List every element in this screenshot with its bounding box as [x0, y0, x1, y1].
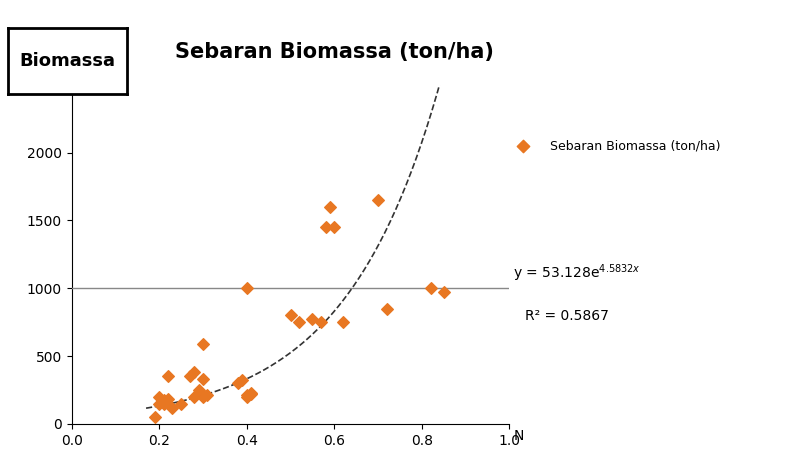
Point [328, 223, 341, 231]
Point [245, 390, 258, 398]
Point [188, 393, 201, 400]
Point [323, 203, 337, 211]
Point [424, 284, 437, 292]
Text: Biomassa: Biomassa [20, 52, 115, 70]
Point [197, 340, 209, 348]
Point [293, 318, 306, 326]
Point [232, 380, 244, 387]
Point [314, 318, 328, 326]
Point [192, 386, 205, 394]
Point [372, 196, 384, 204]
Text: Sebaran Biomassa (ton/ha): Sebaran Biomassa (ton/ha) [550, 139, 720, 153]
Point [197, 393, 209, 400]
Point [166, 404, 178, 411]
Point [197, 375, 209, 383]
Point [158, 400, 170, 407]
Point [284, 312, 297, 319]
Point [380, 305, 393, 312]
Point [183, 373, 197, 380]
Text: R² = 0.5867: R² = 0.5867 [525, 309, 609, 323]
Text: Sebaran Biomassa (ton/ha): Sebaran Biomassa (ton/ha) [175, 42, 494, 62]
Point [175, 400, 188, 407]
Point [240, 393, 253, 400]
Point [162, 373, 174, 380]
Point [240, 284, 253, 292]
Point [158, 397, 170, 404]
Point [188, 369, 201, 376]
Text: N: N [513, 429, 524, 443]
Text: y = 53.128e$^{4.5832x}$: y = 53.128e$^{4.5832x}$ [513, 262, 641, 284]
Point [306, 315, 318, 323]
Point [438, 288, 451, 295]
Point [236, 377, 248, 384]
Point [153, 400, 166, 407]
Point [153, 393, 166, 400]
Point [162, 396, 174, 403]
Point [201, 392, 213, 399]
Point [245, 389, 258, 397]
Point [240, 392, 253, 399]
Point [337, 318, 349, 326]
Point [319, 223, 332, 231]
Point [148, 414, 161, 421]
